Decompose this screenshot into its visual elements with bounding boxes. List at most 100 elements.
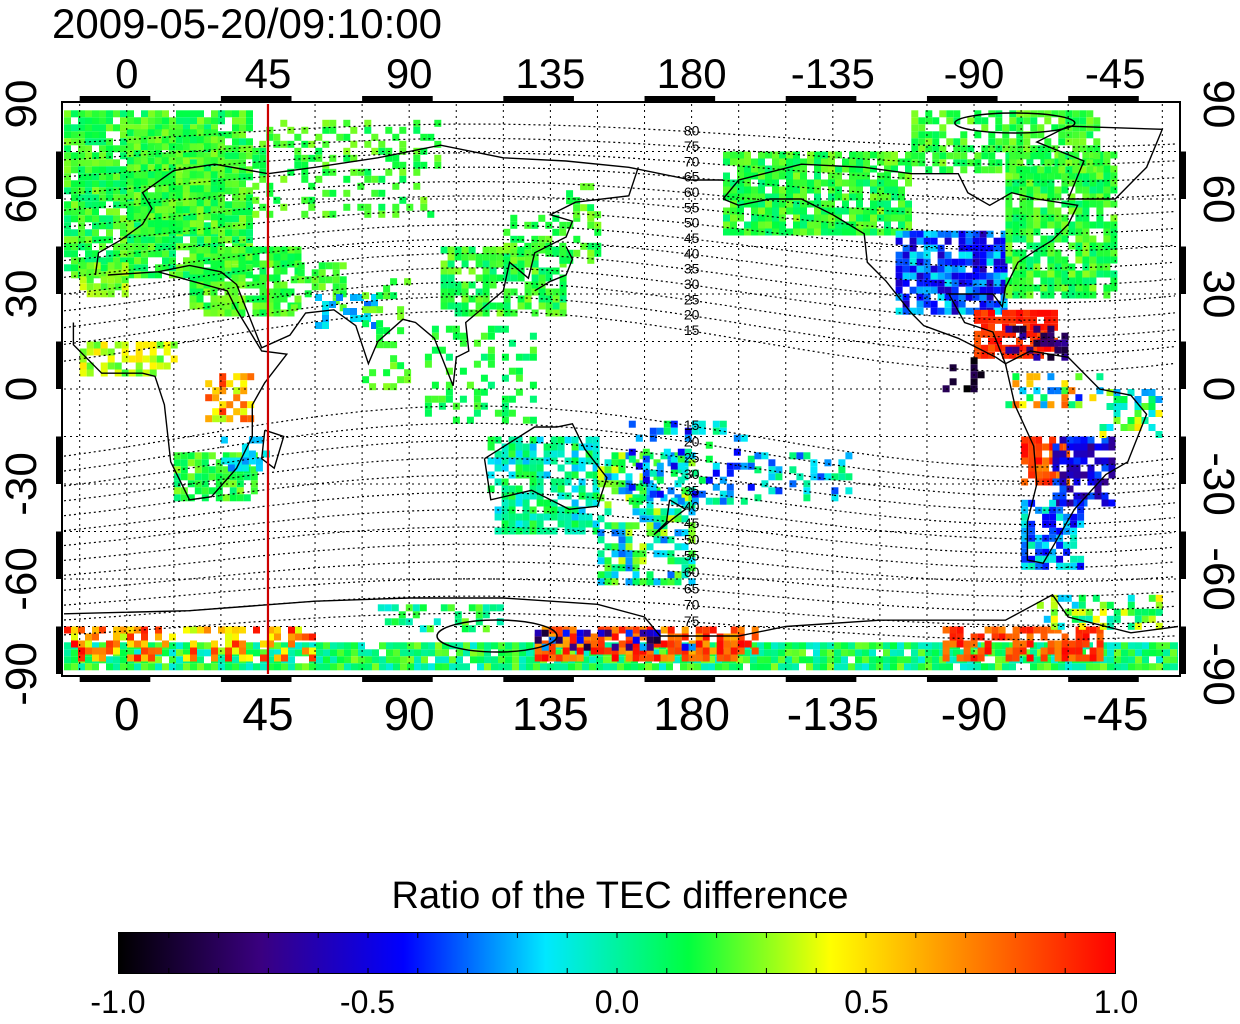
- tec-cell: [925, 649, 932, 657]
- tec-cell: [569, 654, 577, 662]
- tec-cell: [585, 436, 593, 444]
- tec-cell: [592, 471, 600, 479]
- tec-cell: [503, 256, 511, 264]
- tec-cell: [1019, 228, 1027, 236]
- tec-cell: [744, 221, 751, 229]
- tec-cell: [1110, 151, 1118, 159]
- tec-cell: [85, 663, 92, 671]
- tec-cell: [148, 117, 155, 125]
- tec-cell: [169, 257, 176, 265]
- tec-cell: [508, 513, 516, 521]
- tec-cell: [856, 214, 863, 222]
- tec-cell: [169, 642, 176, 650]
- tec-cell: [496, 309, 504, 317]
- tec-cell: [180, 466, 188, 474]
- tec-cell: [995, 145, 1003, 153]
- tec-cell: [1012, 207, 1020, 215]
- tec-cell: [1066, 457, 1074, 465]
- tec-cell: [937, 265, 945, 273]
- tec-cell: [487, 360, 495, 368]
- tec-cell: [169, 271, 176, 279]
- x-tick-label: -90: [944, 50, 1005, 97]
- contour-label: 20: [684, 433, 700, 449]
- tec-cell: [147, 143, 155, 151]
- tec-cell: [127, 124, 134, 132]
- tec-cell: [245, 246, 253, 254]
- tec-cell: [691, 497, 699, 505]
- tec-cell: [519, 663, 526, 671]
- tec-cell: [1030, 145, 1038, 153]
- tec-cell: [582, 663, 589, 671]
- tec-cell: [1012, 186, 1020, 194]
- tec-cell: [806, 656, 813, 664]
- tec-cell: [995, 330, 1002, 338]
- tec-cell: [730, 228, 737, 236]
- tec-cell: [646, 501, 654, 509]
- tec-cell: [491, 663, 498, 671]
- tec-cell: [1108, 443, 1116, 451]
- tec-cell: [210, 274, 218, 282]
- tec-cell: [140, 220, 148, 228]
- tec-cell: [1108, 464, 1116, 472]
- tec-cell: [280, 260, 288, 268]
- tec-cell: [545, 267, 553, 275]
- tec-cell: [677, 497, 685, 505]
- tec-cell: [845, 473, 853, 481]
- tec-cell: [1066, 499, 1074, 507]
- tec-cell: [281, 663, 288, 671]
- tec-cell: [916, 279, 924, 287]
- y-tick-label: 0: [1194, 377, 1240, 401]
- tec-cell: [723, 172, 730, 180]
- tec-cell: [1042, 457, 1050, 465]
- tec-cell: [120, 166, 127, 174]
- tec-cell: [1108, 471, 1116, 479]
- tec-cell: [863, 228, 870, 236]
- tec-cell: [1037, 152, 1045, 160]
- tec-cell: [168, 136, 176, 144]
- y-tick-label: 90: [0, 80, 46, 129]
- tec-cell: [113, 166, 120, 174]
- tec-cell: [1079, 166, 1087, 174]
- tec-cell: [99, 236, 106, 244]
- tec-cell: [1110, 200, 1118, 208]
- tec-cell: [995, 159, 1003, 167]
- tec-cell: [194, 473, 202, 481]
- tec-cell: [863, 221, 870, 229]
- tec-cell: [426, 625, 434, 633]
- tec-cell: [1026, 277, 1034, 285]
- tec-cell: [538, 235, 546, 243]
- tec-cell: [905, 200, 912, 208]
- tec-cell: [350, 154, 358, 162]
- tec-cell: [604, 571, 612, 579]
- tec-cell: [182, 227, 190, 235]
- tec-cell: [571, 457, 579, 465]
- tec-cell: [92, 222, 99, 230]
- tec-cell: [1061, 256, 1069, 264]
- tec-cell: [215, 487, 223, 495]
- tec-cell: [1063, 548, 1071, 556]
- tec-cell: [449, 642, 456, 650]
- tec-cell: [155, 110, 162, 118]
- tec-cell: [1094, 478, 1102, 486]
- tec-cell: [175, 192, 183, 200]
- tec-cell: [944, 272, 952, 280]
- tec-cell: [856, 200, 863, 208]
- tec-cell: [660, 640, 668, 648]
- tec-cell: [670, 462, 678, 470]
- tec-cell: [135, 341, 143, 349]
- tec-cell: [751, 214, 758, 222]
- tec-cell: [751, 207, 758, 215]
- tec-cell: [246, 215, 253, 223]
- tec-cell: [176, 649, 183, 657]
- tec-cell: [155, 663, 162, 671]
- tec-cell: [510, 260, 518, 268]
- tec-cell: [1028, 443, 1036, 451]
- tec-cell: [85, 145, 92, 153]
- tec-cell: [1049, 534, 1057, 542]
- tec-cell: [932, 152, 940, 160]
- tec-cell: [779, 193, 786, 201]
- tec-cell: [625, 654, 633, 662]
- tec-cell: [932, 131, 940, 139]
- tec-cell: [566, 221, 574, 229]
- tec-cell: [1101, 443, 1109, 451]
